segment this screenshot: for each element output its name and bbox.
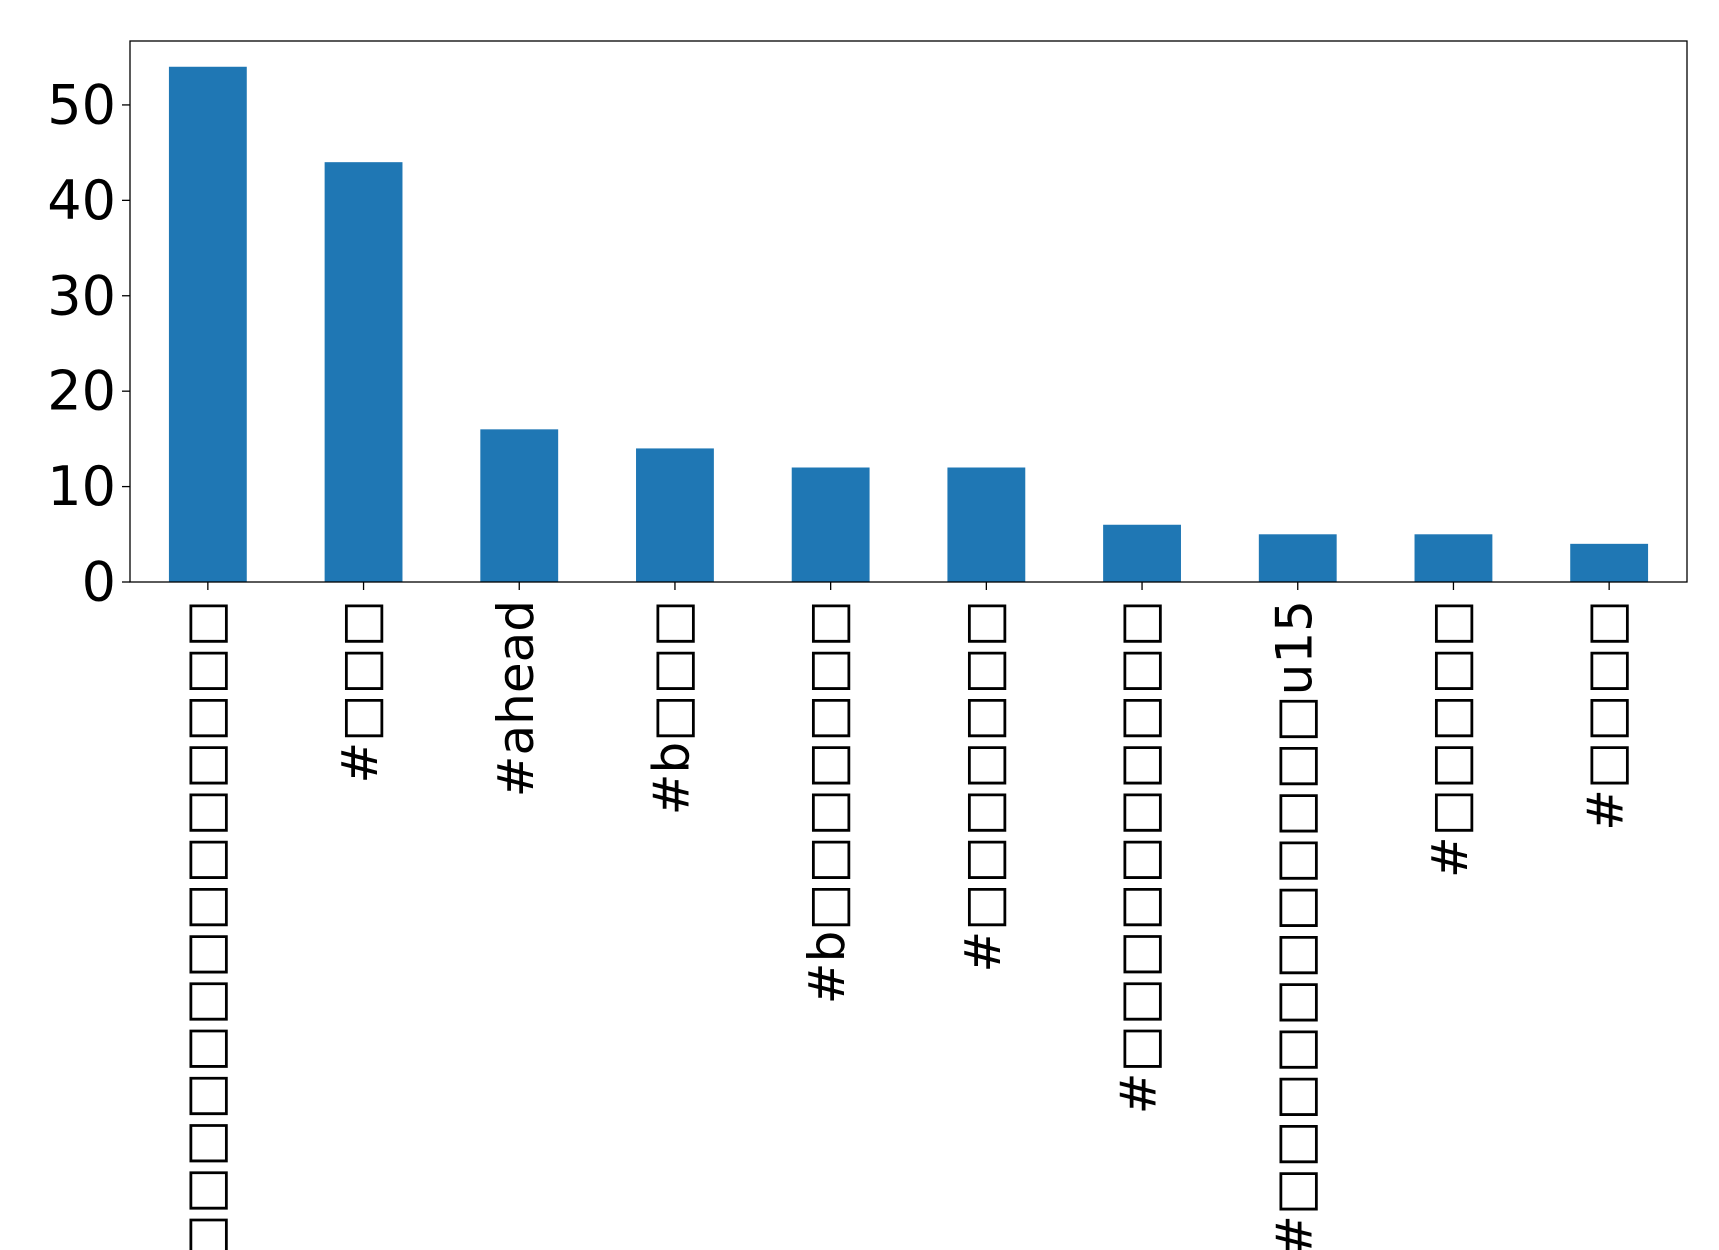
bar-group — [168, 66, 1649, 582]
y-tick-label: 10 — [47, 455, 116, 518]
bar — [1570, 543, 1649, 582]
y-tick-label: 50 — [47, 73, 116, 136]
y-tick-label: 20 — [47, 360, 116, 423]
x-tick-label: #□□□□ — [1577, 600, 1635, 831]
x-tick-label: #b□□□ — [642, 600, 700, 815]
x-tick-label: #□□□□□ — [1421, 600, 1479, 878]
y-axis: 0 10 20 30 40 50 — [47, 73, 130, 614]
bar — [324, 162, 403, 582]
x-axis: #□□□□□□□□□□□□□□ #□□□ #ahead #b□□□ #b□□□□□□□ #… — [175, 582, 1635, 1250]
plot-frame — [129, 40, 1688, 583]
bar — [947, 467, 1026, 582]
bar — [1103, 524, 1181, 582]
bar — [480, 429, 559, 582]
x-tick-label: #b□□□□□□□ — [798, 600, 856, 1004]
x-tick-label: #□□□□□□□ — [954, 600, 1012, 973]
bar — [1414, 534, 1493, 582]
bar — [168, 66, 247, 582]
bar — [791, 467, 870, 582]
y-tick-label: 0 — [82, 551, 116, 614]
x-tick-label: #□□□ — [331, 600, 389, 784]
y-tick-label: 40 — [47, 169, 116, 232]
x-tick-label: #□□□□□□□□□□ — [1110, 600, 1168, 1114]
bar — [1258, 534, 1337, 582]
x-tick-label: #ahead — [487, 600, 545, 797]
x-tick-label: #□□□□□□□□□□□□□□ — [175, 600, 233, 1250]
y-tick-label: 30 — [47, 264, 116, 327]
x-tick-label: #□□□□□□□□□□□u15 — [1265, 600, 1323, 1250]
bar — [636, 448, 714, 582]
